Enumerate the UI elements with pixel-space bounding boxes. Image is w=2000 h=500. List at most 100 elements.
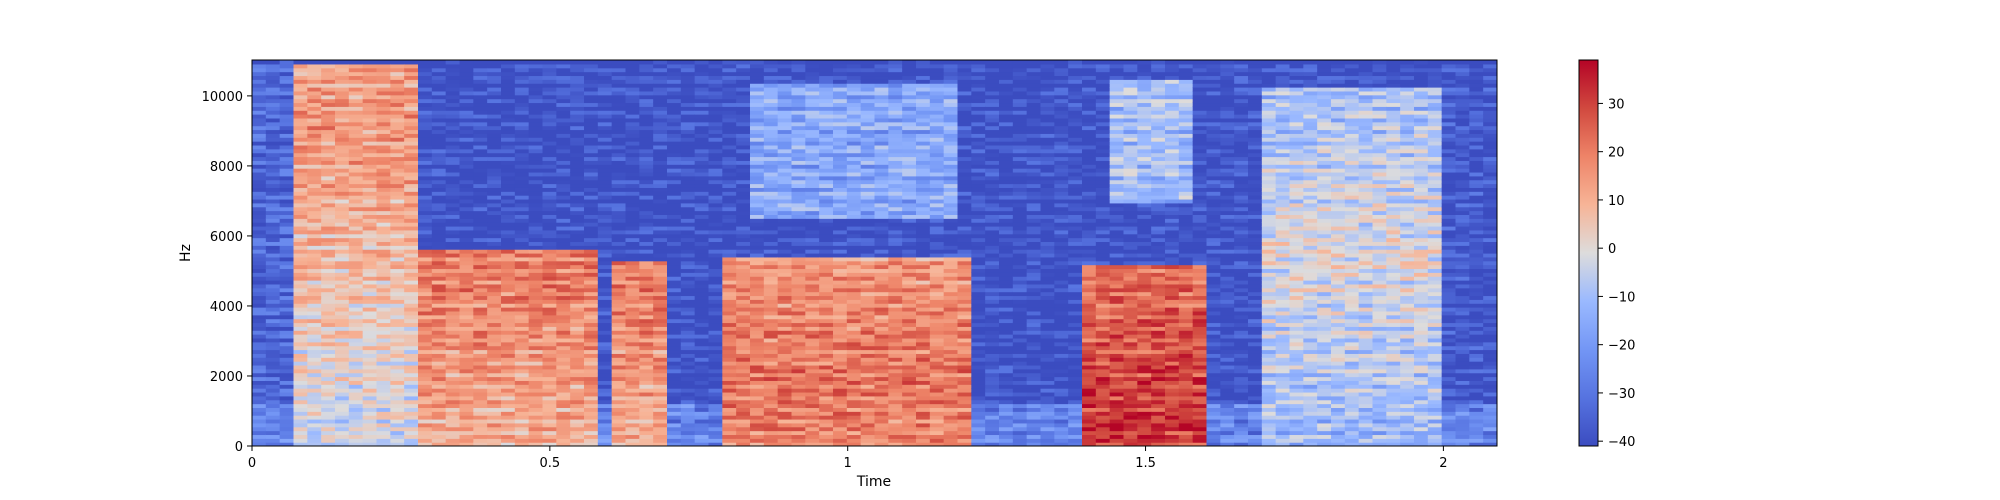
heatmap-cell <box>556 310 571 316</box>
heatmap-cell <box>639 326 654 331</box>
heatmap-cell <box>570 260 585 266</box>
heatmap-cell <box>459 214 474 219</box>
heatmap-cell <box>293 264 308 270</box>
heatmap-cell <box>805 141 820 146</box>
heatmap-cell <box>279 214 295 219</box>
heatmap-cell <box>694 442 710 446</box>
heatmap-cell <box>390 291 405 297</box>
heatmap-cell <box>265 418 281 424</box>
heatmap-cell <box>293 233 308 239</box>
heatmap-cell <box>874 225 889 231</box>
heatmap-cell <box>293 195 308 200</box>
heatmap-cell <box>916 156 931 161</box>
heatmap-cell <box>265 353 281 358</box>
heatmap-cell <box>653 63 668 69</box>
heatmap-cell <box>584 60 599 65</box>
heatmap-cell <box>570 438 585 443</box>
heatmap-cell <box>653 183 668 188</box>
heatmap-cell <box>791 245 806 250</box>
heatmap-cell <box>846 403 862 408</box>
heatmap-cell <box>528 98 544 104</box>
heatmap-cell <box>736 233 751 239</box>
heatmap-cell <box>335 341 350 347</box>
heatmap-cell <box>528 195 544 200</box>
heatmap-cell <box>390 318 405 324</box>
heatmap-cell <box>708 179 723 185</box>
heatmap-cell <box>501 345 516 351</box>
heatmap-cell <box>584 175 599 181</box>
heatmap-cell <box>487 318 502 324</box>
heatmap-cell <box>584 299 599 304</box>
heatmap-cell <box>584 295 599 300</box>
heatmap-cell <box>556 110 571 115</box>
heatmap-cell <box>680 395 696 401</box>
heatmap-cell <box>307 388 322 393</box>
heatmap-cell <box>708 372 723 378</box>
heatmap-cell <box>777 114 793 119</box>
heatmap-cell <box>846 75 862 80</box>
heatmap-cell <box>418 79 433 84</box>
heatmap-cell <box>639 233 654 239</box>
heatmap-cell <box>584 114 599 119</box>
heatmap-cell <box>722 241 737 246</box>
heatmap-cell <box>473 144 488 150</box>
heatmap-cell <box>514 114 530 119</box>
heatmap-cell <box>805 353 820 358</box>
heatmap-cell <box>819 318 834 324</box>
heatmap-cell <box>929 222 945 227</box>
heatmap-cell <box>736 291 751 297</box>
heatmap-cell <box>667 83 682 88</box>
heatmap-cell <box>431 364 447 370</box>
heatmap-cell <box>929 430 945 436</box>
heatmap-cell <box>473 168 488 173</box>
heatmap-cell <box>376 349 391 354</box>
heatmap-cell <box>362 322 378 327</box>
heatmap-cell <box>625 407 640 412</box>
heatmap-cell <box>404 90 419 96</box>
heatmap-cell <box>487 260 502 266</box>
heatmap-cell <box>902 67 917 73</box>
heatmap-cell <box>556 233 571 239</box>
heatmap-cell <box>376 438 391 443</box>
heatmap-cell <box>362 384 378 389</box>
heatmap-cell <box>763 260 779 266</box>
heatmap-cell <box>584 183 599 188</box>
heatmap-cell <box>667 144 682 150</box>
heatmap-cell <box>445 206 461 212</box>
heatmap-cell <box>570 341 585 347</box>
heatmap-cell <box>902 334 917 339</box>
heatmap-cell <box>833 129 848 134</box>
heatmap-cell <box>680 210 696 215</box>
heatmap-cell <box>487 94 502 100</box>
heatmap-cell <box>376 376 391 381</box>
heatmap-cell <box>763 87 779 92</box>
heatmap-cell <box>611 310 627 316</box>
heatmap-cell <box>293 268 308 273</box>
heatmap-cell <box>514 90 530 96</box>
heatmap-cell <box>874 214 889 219</box>
heatmap-cell <box>376 391 391 397</box>
heatmap-cell <box>763 291 779 297</box>
heatmap-cell <box>860 198 876 204</box>
heatmap-cell <box>335 160 350 165</box>
heatmap-cell <box>916 334 931 339</box>
heatmap-cell <box>597 175 613 181</box>
heatmap-cell <box>514 225 530 231</box>
heatmap-cell <box>584 214 599 219</box>
heatmap-cell <box>376 341 391 347</box>
heatmap-cell <box>528 175 544 181</box>
heatmap-cell <box>888 291 903 297</box>
heatmap-cell <box>528 334 544 339</box>
heatmap-cell <box>611 388 627 393</box>
heatmap-cell <box>763 268 779 273</box>
heatmap-cell <box>335 388 350 393</box>
heatmap-cell <box>833 364 848 370</box>
heatmap-cell <box>501 314 516 320</box>
heatmap-cell <box>252 364 267 370</box>
heatmap-cell <box>888 148 903 154</box>
heatmap-cell <box>265 106 281 111</box>
heatmap-cell <box>584 361 599 366</box>
heatmap-cell <box>501 415 516 420</box>
heatmap-cell <box>736 129 751 134</box>
heatmap-cell <box>888 426 903 432</box>
